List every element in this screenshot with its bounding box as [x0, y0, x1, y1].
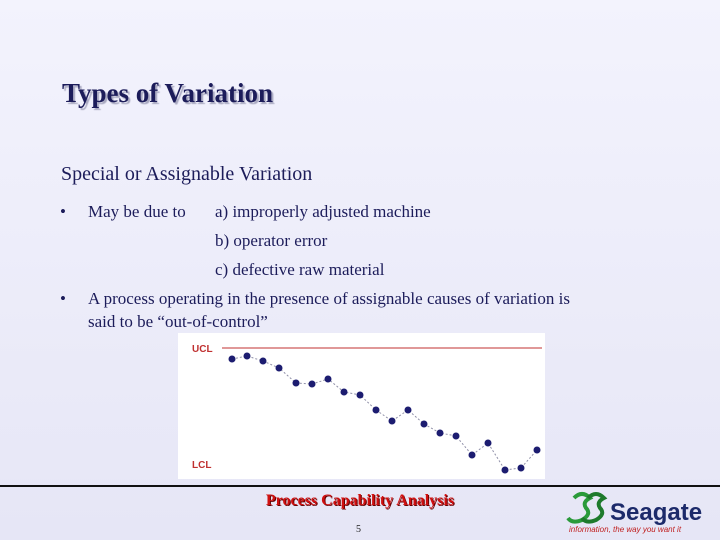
logo-mark: [566, 492, 594, 524]
bullet-text: May be due to: [88, 202, 186, 221]
trace-point: [468, 451, 476, 459]
trace-point: [404, 406, 412, 414]
trace-point: [324, 375, 332, 383]
control-chart-svg: UCL LCL: [192, 344, 542, 474]
trace-point: [533, 446, 541, 454]
trace-point: [228, 355, 236, 363]
slide-title: Types of Variation: [62, 78, 274, 108]
control-chart: UCL LCL: [178, 333, 545, 479]
bullet-dot: •: [60, 289, 66, 308]
bullet-text: a) improperly adjusted machine: [215, 202, 431, 221]
trace-point: [356, 391, 364, 399]
trace-point: [501, 466, 509, 474]
trace-point: [308, 380, 316, 388]
trace-line: [231, 355, 538, 471]
logo-tagline: information, the way you want it: [569, 525, 682, 534]
trace-point: [452, 432, 460, 440]
subtitle: Special or Assignable Variation: [61, 163, 313, 185]
bullet-text: b) operator error: [215, 231, 328, 250]
trace-point: [259, 357, 267, 365]
ucl-label: UCL: [192, 344, 213, 355]
bullet-dot: •: [60, 202, 66, 221]
trace-point: [243, 352, 251, 360]
bullet-text: c) defective raw material: [215, 260, 385, 279]
trace-point: [292, 379, 300, 387]
logo: Seagate information, the way you want it: [566, 492, 702, 534]
footer-title: Process Capability Analysis: [265, 492, 455, 509]
page-number: 5: [356, 524, 361, 535]
lcl-label: LCL: [192, 460, 211, 471]
logo-name: Seagate: [610, 499, 702, 526]
bullet-text: A process operating in the presence of a…: [88, 289, 570, 308]
trace-point: [436, 429, 444, 437]
footer-rule: [0, 485, 720, 487]
trace-point: [340, 388, 348, 396]
trace-point: [420, 420, 428, 428]
trace-point: [275, 364, 283, 372]
trace-point: [484, 439, 492, 447]
trace-point: [517, 464, 525, 472]
bullet-text: said to be “out-of-control”: [88, 312, 268, 331]
chart-points: [228, 352, 541, 474]
trace-point: [372, 406, 380, 414]
logo-mark: [580, 492, 608, 524]
trace-point: [388, 417, 396, 425]
